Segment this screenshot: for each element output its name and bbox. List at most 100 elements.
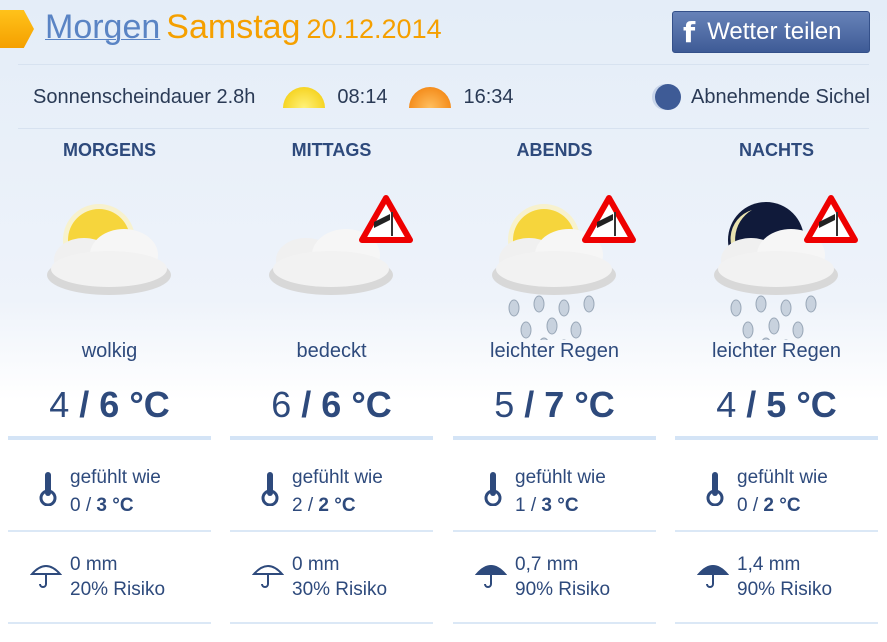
divider	[8, 436, 211, 440]
weather-cloud-wind-warning-icon	[230, 180, 433, 340]
precipitation: 0 mm 20% Risiko	[8, 532, 211, 622]
condition-text: leichter Regen	[712, 340, 841, 362]
temperature: 5 / 7 °C	[494, 384, 615, 425]
feels-like: gefühlt wie 0 / 3 °C	[8, 440, 211, 530]
moon-phase-icon	[654, 84, 681, 110]
filled-umbrella-icon	[696, 560, 730, 595]
precip-amount: 0 mm	[292, 554, 340, 575]
forecast-column-mittags: MITTAGS bedeckt 6 / 6 °C gefühlt wie 2 / …	[230, 140, 433, 624]
feels-label: gefühlt wie	[515, 467, 606, 488]
temp-max: 7	[544, 384, 565, 425]
sunset-time: 16:34	[463, 85, 514, 108]
sunrise-time: 08:14	[337, 85, 388, 108]
moon-phase: Abnehmende Sichel	[690, 85, 870, 108]
divider	[230, 530, 433, 532]
temp-unit: °C	[779, 495, 801, 516]
period-heading: MITTAGS	[291, 140, 372, 160]
divider	[453, 622, 656, 624]
facebook-icon: f	[683, 15, 696, 49]
thermometer-icon	[705, 470, 725, 511]
sunrise-icon	[283, 86, 326, 108]
temperature: 6 / 6 °C	[271, 384, 392, 425]
precip-amount: 0 mm	[70, 554, 118, 575]
filled-umbrella-icon	[474, 560, 508, 595]
precip-amount: 1,4 mm	[737, 554, 801, 575]
temp-unit: °C	[796, 384, 837, 425]
weather-sun-cloud-rain-wind-warning-icon	[453, 180, 656, 357]
divider	[230, 622, 433, 624]
feels-min: 0	[737, 495, 748, 516]
open-umbrella-icon	[251, 560, 285, 595]
temp-min: 6	[271, 384, 292, 425]
feels-like: gefühlt wie 0 / 2 °C	[675, 440, 878, 530]
precipitation: 0 mm 30% Risiko	[230, 532, 433, 622]
condition-text: wolkig	[81, 340, 138, 362]
precip-risk: 90% Risiko	[737, 579, 833, 600]
divider	[453, 436, 656, 440]
forecast-column-nachts: NACHTS leichter Regen 4 / 5 °C gefühlt w…	[675, 140, 878, 624]
section-marker	[0, 10, 34, 48]
divider	[8, 530, 211, 532]
feels-max: 2	[763, 495, 774, 516]
divider	[18, 64, 869, 65]
sun-info-row: Sonnenscheindauer 2.8h 08:14 16:34 Abneh…	[33, 84, 870, 110]
forecast-column-morgens: MORGENS wolkig 4 / 6 °C gefühlt wie 0 / 3…	[8, 140, 211, 624]
divider	[675, 622, 878, 624]
thermometer-icon	[260, 470, 280, 511]
temp-unit: °C	[574, 384, 615, 425]
feels-label: gefühlt wie	[737, 467, 828, 488]
precip-risk: 30% Risiko	[292, 579, 388, 600]
temp-unit: °C	[351, 384, 392, 425]
temp-unit: °C	[129, 384, 170, 425]
divider	[8, 622, 211, 624]
feels-max: 3	[541, 495, 552, 516]
feels-like: gefühlt wie 2 / 2 °C	[230, 440, 433, 530]
precip-risk: 20% Risiko	[70, 579, 166, 600]
share-label: Wetter teilen	[707, 18, 842, 45]
temp-max: 6	[99, 384, 120, 425]
divider	[453, 530, 656, 532]
divider	[675, 436, 878, 440]
feels-max: 3	[96, 495, 107, 516]
sunset-icon	[409, 86, 452, 108]
precip-risk: 90% Risiko	[515, 579, 611, 600]
period-heading: ABENDS	[516, 140, 593, 160]
condition-text: leichter Regen	[490, 340, 619, 362]
precipitation: 1,4 mm 90% Risiko	[675, 532, 878, 622]
temp-min: 4	[716, 384, 737, 425]
thermometer-icon	[38, 470, 58, 511]
feels-like: gefühlt wie 1 / 3 °C	[453, 440, 656, 530]
feels-max: 2	[318, 495, 329, 516]
sunshine-duration: Sonnenscheindauer 2.8h	[33, 85, 256, 108]
temp-unit: °C	[557, 495, 579, 516]
weather-moon-cloud-rain-wind-warning-icon	[675, 180, 878, 357]
temp-max: 5	[766, 384, 787, 425]
share-weather-button[interactable]: f Wetter teilen	[672, 11, 870, 53]
temperature: 4 / 6 °C	[49, 384, 170, 425]
precip-amount: 0,7 mm	[515, 554, 579, 575]
feels-min: 2	[292, 495, 303, 516]
temperature: 4 / 5 °C	[716, 384, 837, 425]
thermometer-icon	[483, 470, 503, 511]
divider	[18, 128, 869, 129]
tomorrow-link[interactable]: Morgen	[45, 8, 161, 46]
temp-max: 6	[321, 384, 342, 425]
condition-text: bedeckt	[296, 340, 367, 362]
open-umbrella-icon	[29, 560, 63, 595]
feels-min: 1	[515, 495, 526, 516]
feels-label: gefühlt wie	[292, 467, 383, 488]
weather-sun-cloud-icon	[8, 180, 211, 340]
date-label: 20.12.2014	[306, 14, 442, 44]
divider	[675, 530, 878, 532]
period-heading: MORGENS	[62, 140, 156, 160]
forecast-column-abends: ABENDS leichter Regen 5 / 7 °C gefühlt w…	[453, 140, 656, 624]
divider	[230, 436, 433, 440]
feels-min: 0	[70, 495, 81, 516]
precipitation: 0,7 mm 90% Risiko	[453, 532, 656, 622]
day-label: Samstag	[166, 8, 301, 46]
temp-unit: °C	[112, 495, 134, 516]
page-title: Morgen Samstag 20.12.2014	[45, 8, 442, 47]
feels-label: gefühlt wie	[70, 467, 161, 488]
temp-min: 5	[494, 384, 515, 425]
period-heading: NACHTS	[739, 140, 814, 160]
